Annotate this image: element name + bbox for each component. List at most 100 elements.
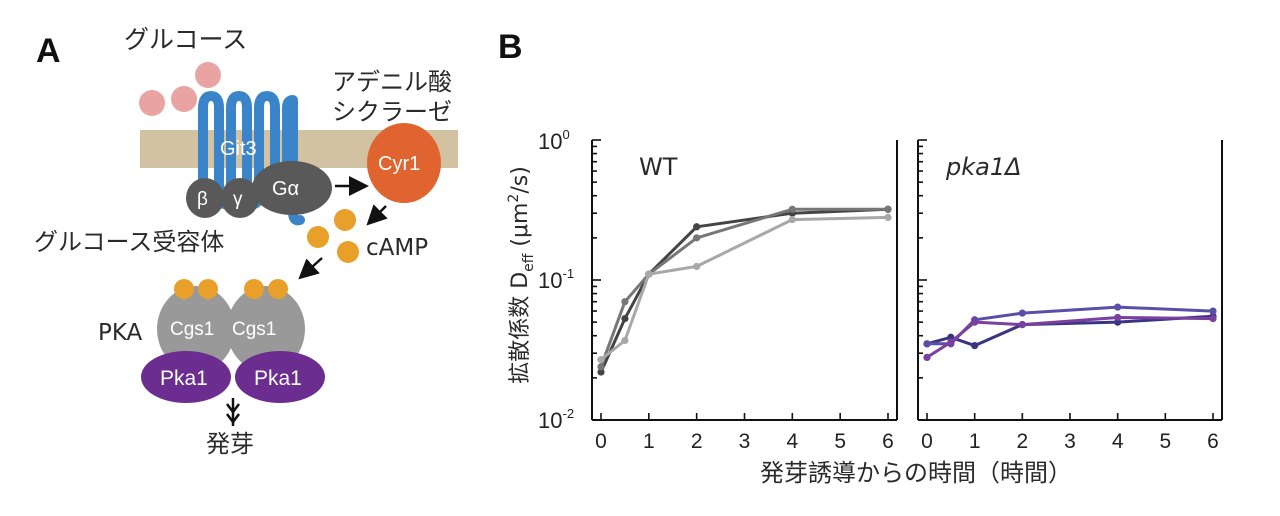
pka1-delta-xtick-label: 3 [1064, 430, 1076, 453]
glucose-label: グルコース [124, 25, 247, 54]
ytick-label-1e-1: 10-1 [538, 266, 574, 293]
x-axis-title: 発芽誘導からの時間（時間） [760, 459, 1072, 487]
pka1-delta-xtick-label: 2 [1016, 430, 1028, 453]
wt-series-line [599, 207, 888, 368]
glucose-molecule [171, 86, 197, 112]
pka1-right-label: Pka1 [254, 367, 302, 390]
pka1-delta-series-line [926, 316, 1214, 359]
pka1-delta-data-point [923, 340, 931, 348]
arrow-camp-to-pka [298, 257, 323, 280]
pka1-left-label: Pka1 [160, 367, 208, 390]
pka1-delta-data-point [971, 341, 979, 350]
pka1-delta-xtick-label: 6 [1207, 430, 1219, 453]
pka1-delta-title: pka1Δ [945, 153, 1022, 181]
ylabel-sub: eff [521, 253, 537, 272]
cyr1-enzyme [367, 123, 441, 203]
glucose-receptor-label: グルコース受容体 [34, 228, 224, 256]
pka1-delta-xtick-label: 0 [921, 430, 933, 453]
wt-xtick-label: 1 [643, 430, 655, 453]
wt-xtick-label: 2 [691, 430, 703, 453]
pka1-delta-data-point [1209, 307, 1217, 315]
wt-data-point [621, 298, 629, 306]
g-gamma-subunit [221, 178, 259, 218]
wt-xtick-label: 4 [786, 430, 798, 453]
plot-wt: 0 1 2 3 4 5 6 [591, 139, 898, 453]
camp-bound [244, 279, 264, 299]
wt-data-point [597, 368, 605, 376]
wt-data-point [621, 315, 629, 323]
camp-bound [174, 279, 194, 299]
cgs1-right [227, 286, 305, 372]
wt-data-point [788, 216, 796, 224]
pka1-delta-xtick-label: 1 [969, 430, 981, 453]
double-arrow-to-germination [226, 398, 240, 426]
wt-data-point [884, 213, 892, 221]
wt-data-point [645, 270, 653, 278]
pka1-delta-data-point [1018, 309, 1026, 317]
camp-molecule [334, 209, 356, 231]
pka1-delta-data-point [947, 338, 955, 346]
y-axis-title: 拡散係数 Deff (μm2/s) [506, 166, 537, 384]
camp-bound [198, 279, 218, 299]
cgs1-left [157, 286, 235, 372]
wt-data-point [693, 262, 701, 271]
wt-series-line [600, 215, 889, 361]
pka1-delta-data-point [923, 353, 931, 361]
cgs1-right-label: Cgs1 [232, 319, 276, 340]
wt-xtick-label: 6 [882, 430, 894, 453]
ylabel-main: 拡散係数 D [508, 272, 533, 384]
pka1-delta-data-point [1209, 315, 1217, 323]
pka-label: PKA [98, 320, 143, 346]
wt-data-point [884, 205, 892, 213]
wt-data-point [788, 205, 796, 213]
pka1-delta-xtick-label: 5 [1159, 430, 1171, 453]
germination-label: 発芽 [206, 430, 254, 458]
wt-xtick-label: 3 [739, 430, 751, 453]
pka1-delta-series-line [926, 314, 1214, 348]
svg-text:拡散係数 Deff (μm2/s): 拡散係数 Deff (μm2/s) [506, 166, 537, 384]
git3-label: Git3 [220, 138, 257, 160]
g-alpha-label: Gα [272, 178, 299, 200]
adenylate-cyclase-label-line1: アデニル酸 [332, 68, 452, 96]
pka1-delta-data-point [1114, 303, 1122, 311]
wt-xtick-label: 5 [834, 430, 846, 453]
g-gamma-label: γ [233, 189, 243, 210]
cgs1-left-label: Cgs1 [170, 319, 214, 340]
g-beta-label: β [197, 189, 208, 210]
panel-b: B 拡散係数 Deff (μm2/s) 100 10-1 10-2 0 1 2 3 4 5… [498, 28, 1223, 487]
panel-b-label: B [498, 28, 523, 66]
wt-data-point [597, 356, 605, 364]
cyr1-label: Cyr1 [378, 153, 420, 175]
camp-molecule [337, 241, 359, 263]
pka1-delta-data-point [1114, 313, 1122, 322]
panel-a: A グルコース Git3 β γ Gα アデニル酸 シクラーゼ Cyr1 cAM… [34, 25, 458, 458]
ylabel-unit-sup: 2 [506, 194, 522, 203]
wt-data-point [693, 234, 701, 242]
ytick-label-1e0: 100 [538, 127, 570, 154]
glucose-molecule [139, 90, 165, 116]
adenylate-cyclase-label-line2: シクラーゼ [332, 98, 452, 126]
panel-a-label: A [36, 32, 61, 70]
glucose-molecule [195, 62, 221, 88]
pka1-delta-data-point [1018, 321, 1026, 329]
wt-data-point [621, 336, 629, 345]
plot-pka1-delta: 0 1 2 3 4 5 6 [917, 139, 1223, 453]
g-beta-subunit [186, 178, 224, 218]
wt-data-point [597, 363, 605, 371]
pka1-right [235, 351, 325, 403]
y-tick-labels: 100 10-1 10-2 [538, 127, 574, 433]
wt-series-line [599, 207, 889, 373]
pka1-delta-data-point [971, 318, 979, 326]
camp-molecule [307, 226, 329, 248]
camp-label: cAMP [366, 235, 428, 261]
camp-bound [268, 279, 288, 299]
pka1-left [141, 351, 231, 403]
wt-data-point [693, 223, 701, 231]
ylabel-unit: (μm [508, 203, 533, 254]
g-alpha-subunit [252, 161, 332, 215]
wt-xtick-label: 0 [595, 430, 607, 453]
wt-title: WT [639, 153, 678, 181]
arrow-cyr1-to-camp [366, 204, 388, 226]
pka1-delta-xtick-label: 4 [1112, 430, 1124, 453]
